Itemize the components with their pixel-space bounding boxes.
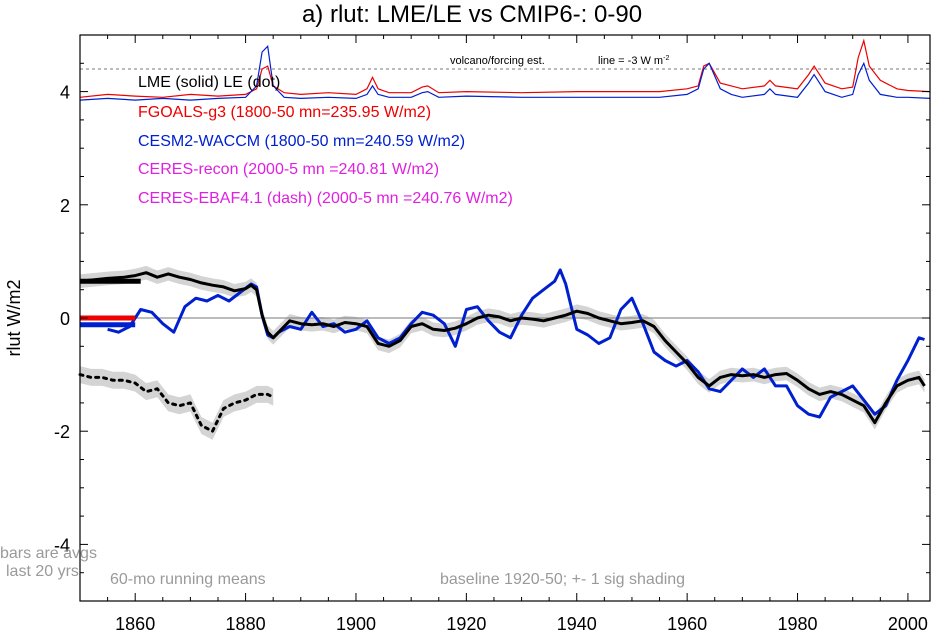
axis-ticks: 1860 1880 1900 1920 1940 1960 1980 2000 4 2 0 -2 -4	[54, 34, 930, 634]
legend-entry-lme-le: LME (solid) LE (dot)	[138, 74, 280, 91]
running-mean-note: 60-mo running means	[110, 571, 266, 588]
volcano-line-note: line = -3 W m-2	[598, 55, 669, 67]
x-tick-label: 1900	[336, 614, 376, 634]
series-line-lme-solid-	[79, 271, 926, 425]
x-tick-label: 1880	[226, 614, 266, 634]
shade-le	[80, 366, 274, 440]
x-tick-label: 1960	[667, 614, 707, 634]
legend-entry-ceres-ebaf: CERES-EBAF4.1 (dash) (2000-5 mn =240.76 …	[138, 190, 513, 207]
bars-note-line1: bars are avgs	[0, 545, 97, 562]
chart-title: a) rlut: LME/LE vs CMIP6-: 0-90	[302, 1, 642, 28]
volcano-line-note-text: line = -3 W m	[598, 55, 663, 67]
y-tick-label: 0	[60, 309, 70, 329]
legend-entry-fgoals: FGOALS-g3 (1800-50 mn=235.95 W/m2)	[138, 104, 431, 121]
volcano-note: volcano/forcing est.	[450, 55, 545, 67]
series-layer	[78, 38, 931, 433]
legend-entry-cesm: CESM2-WACCM (1800-50 mn=240.59 W/m2)	[138, 133, 465, 150]
y-axis-label: rlut W/m2	[4, 279, 24, 356]
volcano-line-note-sup: -2	[663, 55, 669, 62]
bars-note-line2: last 20 yrs	[6, 563, 79, 580]
upper-line-cesm2-waccm	[79, 45, 931, 101]
legend-entry-ceres-recon: CERES-recon (2000-5 mn =240.81 W/m2)	[138, 161, 439, 178]
y-tick-label: -4	[54, 535, 70, 555]
upper-line-fgoals-g3	[79, 38, 931, 98]
y-tick-label: 4	[60, 83, 70, 103]
x-tick-label: 1860	[115, 614, 155, 634]
baseline-note: baseline 1920-50; +- 1 sig shading	[440, 571, 685, 588]
shading-layer	[80, 265, 925, 440]
bars-layer	[80, 278, 141, 328]
legend: LME (solid) LE (dot) FGOALS-g3 (1800-50 …	[138, 74, 513, 207]
y-tick-label: -2	[54, 422, 70, 442]
series-line-le-dot-	[78, 373, 275, 433]
x-tick-label: 1920	[446, 614, 486, 634]
x-tick-label: 2000	[888, 614, 928, 634]
x-tick-label: 1980	[778, 614, 818, 634]
y-tick-label: 2	[60, 196, 70, 216]
x-tick-label: 1940	[557, 614, 597, 634]
